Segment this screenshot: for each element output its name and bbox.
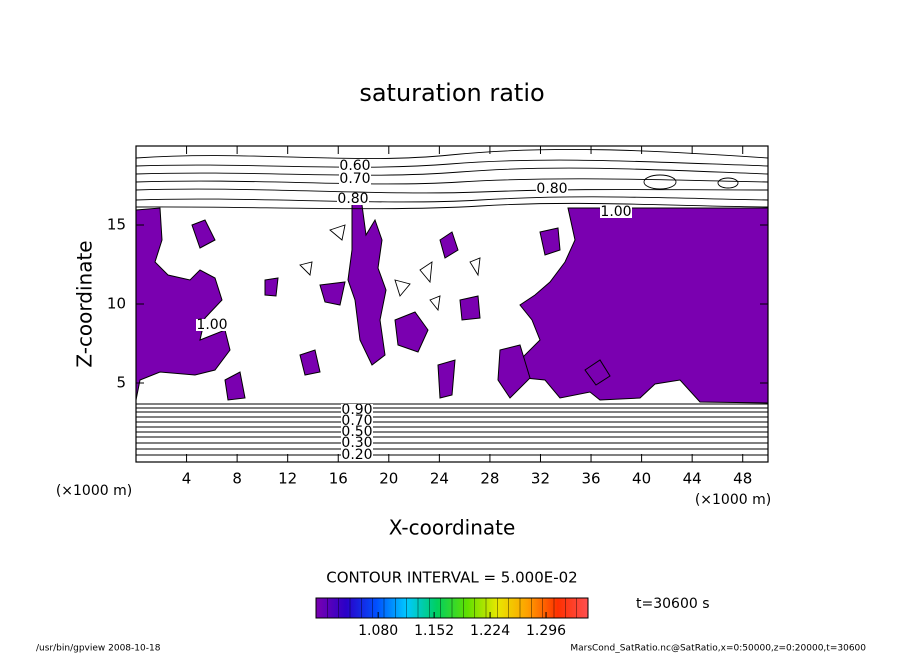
contour-label-bg (341, 437, 373, 449)
contour-label: 0.60 (339, 158, 370, 174)
contour-label-bg (341, 449, 373, 461)
contour-label: 1.00 (196, 317, 227, 333)
x-tick-label: 28 (480, 470, 499, 488)
x-unit-label: (×1000 m) (695, 492, 771, 508)
contour-label: 0.20 (341, 447, 372, 463)
colorbar-tick-label: 1.080 (358, 623, 398, 639)
contour-label-bg (339, 173, 371, 185)
x-tick-label: 40 (632, 470, 651, 488)
chart-title: saturation ratio (359, 79, 544, 107)
contour-label: 1.00 (600, 204, 631, 220)
contour-label: 0.80 (536, 181, 567, 197)
contour-lines (135, 148, 769, 456)
contour-label: 0.90 (341, 402, 372, 418)
x-tick-label: 44 (683, 470, 702, 488)
x-tick-label: 20 (379, 470, 398, 488)
contour-label: 0.70 (341, 413, 372, 429)
contour-label: 0.70 (339, 171, 370, 187)
x-tick-label: 36 (581, 470, 600, 488)
saturated-regions (135, 197, 769, 404)
axis-ticks (136, 146, 768, 462)
time-label: t=30600 s (636, 596, 710, 612)
contour-label-bg (341, 404, 373, 416)
x-tick-label: 12 (278, 470, 297, 488)
contour-label: 0.50 (341, 424, 372, 440)
y-tick-label: 10 (107, 295, 126, 313)
x-tick-label: 32 (531, 470, 550, 488)
contour-label-bg (600, 206, 632, 218)
contour-label-bg (339, 160, 371, 172)
contour-label-bg (337, 193, 369, 205)
y-tick-label: 15 (107, 216, 126, 234)
x-unit-label: (×1000 m) (56, 483, 132, 499)
colorbar-tick-label: 1.296 (526, 623, 566, 639)
x-tick-label: 4 (182, 470, 192, 488)
x-tick-label: 8 (232, 470, 242, 488)
contour-label-bg (341, 426, 373, 438)
contour-label-bg (196, 319, 228, 331)
colorbar-tick-label: 1.224 (470, 623, 510, 639)
contour-label: 0.80 (337, 191, 368, 207)
y-tick-label: 5 (116, 374, 126, 392)
colorbar-tick-label: 1.152 (414, 623, 454, 639)
contour-label: 0.30 (341, 435, 372, 451)
x-tick-label: 24 (430, 470, 449, 488)
y-axis-label: Z-coordinate (73, 240, 97, 367)
contour-label-bg (341, 415, 373, 427)
x-tick-label: 48 (733, 470, 752, 488)
x-tick-label: 16 (329, 470, 348, 488)
contour-interval: CONTOUR INTERVAL = 5.000E-02 (326, 569, 577, 587)
x-axis-label: X-coordinate (389, 516, 516, 540)
footer-right: MarsCond_SatRatio.nc@SatRatio,x=0:50000,… (570, 644, 866, 654)
contour-label-bg (536, 183, 568, 195)
footer-left: /usr/bin/gpview 2008-10-18 (36, 644, 161, 654)
